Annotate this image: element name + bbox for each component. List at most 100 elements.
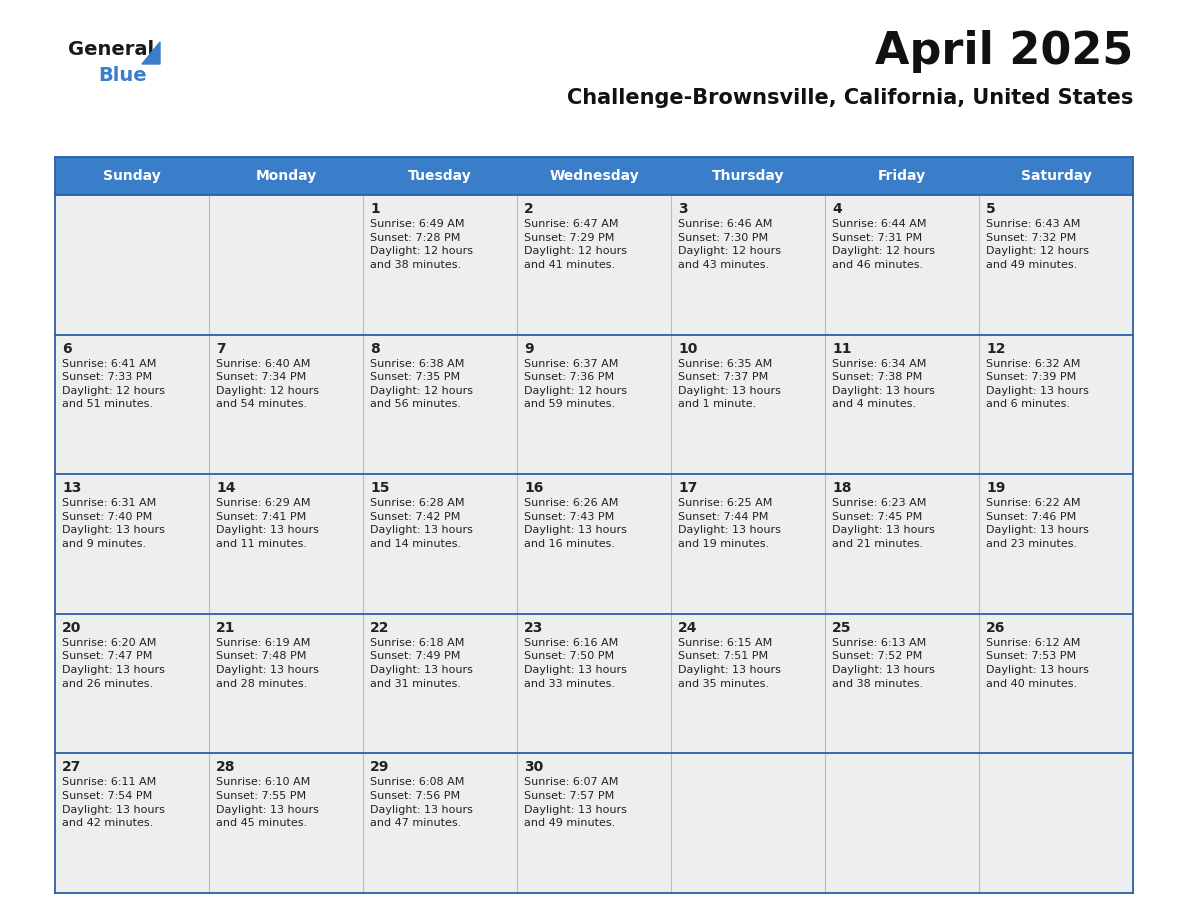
Text: Sunrise: 6:41 AM
Sunset: 7:33 PM
Daylight: 12 hours
and 51 minutes.: Sunrise: 6:41 AM Sunset: 7:33 PM Dayligh… bbox=[62, 359, 165, 409]
Bar bbox=[55, 614, 209, 754]
Text: 1: 1 bbox=[369, 202, 380, 216]
Text: Sunrise: 6:47 AM
Sunset: 7:29 PM
Daylight: 12 hours
and 41 minutes.: Sunrise: 6:47 AM Sunset: 7:29 PM Dayligh… bbox=[524, 219, 627, 270]
Text: Sunrise: 6:19 AM
Sunset: 7:48 PM
Daylight: 13 hours
and 28 minutes.: Sunrise: 6:19 AM Sunset: 7:48 PM Dayligh… bbox=[216, 638, 318, 688]
Text: 5: 5 bbox=[986, 202, 996, 216]
Bar bbox=[209, 334, 364, 475]
Text: 10: 10 bbox=[678, 341, 697, 355]
Bar bbox=[671, 754, 824, 893]
Bar bbox=[517, 754, 671, 893]
Text: 16: 16 bbox=[524, 481, 543, 495]
Text: 29: 29 bbox=[369, 760, 390, 775]
Text: Sunrise: 6:28 AM
Sunset: 7:42 PM
Daylight: 13 hours
and 14 minutes.: Sunrise: 6:28 AM Sunset: 7:42 PM Dayligh… bbox=[369, 498, 473, 549]
Bar bbox=[209, 475, 364, 614]
Text: 20: 20 bbox=[62, 621, 81, 635]
Bar bbox=[209, 754, 364, 893]
Text: 25: 25 bbox=[832, 621, 852, 635]
Bar bbox=[364, 195, 517, 334]
Text: 4: 4 bbox=[832, 202, 842, 216]
Text: Sunrise: 6:44 AM
Sunset: 7:31 PM
Daylight: 12 hours
and 46 minutes.: Sunrise: 6:44 AM Sunset: 7:31 PM Dayligh… bbox=[832, 219, 935, 270]
Text: 13: 13 bbox=[62, 481, 81, 495]
Text: Sunrise: 6:22 AM
Sunset: 7:46 PM
Daylight: 13 hours
and 23 minutes.: Sunrise: 6:22 AM Sunset: 7:46 PM Dayligh… bbox=[986, 498, 1089, 549]
Bar bbox=[979, 195, 1133, 334]
Text: Saturday: Saturday bbox=[1020, 169, 1092, 183]
Bar bbox=[517, 475, 671, 614]
Text: Challenge-Brownsville, California, United States: Challenge-Brownsville, California, Unite… bbox=[567, 88, 1133, 108]
Bar bbox=[209, 614, 364, 754]
Text: 17: 17 bbox=[678, 481, 697, 495]
Text: Sunrise: 6:08 AM
Sunset: 7:56 PM
Daylight: 13 hours
and 47 minutes.: Sunrise: 6:08 AM Sunset: 7:56 PM Dayligh… bbox=[369, 778, 473, 828]
Text: 24: 24 bbox=[678, 621, 697, 635]
Text: 11: 11 bbox=[832, 341, 852, 355]
Bar bbox=[364, 614, 517, 754]
Text: April 2025: April 2025 bbox=[874, 30, 1133, 73]
Bar bbox=[517, 195, 671, 334]
Text: Sunrise: 6:46 AM
Sunset: 7:30 PM
Daylight: 12 hours
and 43 minutes.: Sunrise: 6:46 AM Sunset: 7:30 PM Dayligh… bbox=[678, 219, 781, 270]
Text: Sunrise: 6:49 AM
Sunset: 7:28 PM
Daylight: 12 hours
and 38 minutes.: Sunrise: 6:49 AM Sunset: 7:28 PM Dayligh… bbox=[369, 219, 473, 270]
Text: Sunrise: 6:20 AM
Sunset: 7:47 PM
Daylight: 13 hours
and 26 minutes.: Sunrise: 6:20 AM Sunset: 7:47 PM Dayligh… bbox=[62, 638, 165, 688]
Text: Sunrise: 6:40 AM
Sunset: 7:34 PM
Daylight: 12 hours
and 54 minutes.: Sunrise: 6:40 AM Sunset: 7:34 PM Dayligh… bbox=[216, 359, 320, 409]
Bar bbox=[671, 475, 824, 614]
Text: 2: 2 bbox=[524, 202, 533, 216]
Text: 18: 18 bbox=[832, 481, 852, 495]
Text: 8: 8 bbox=[369, 341, 380, 355]
Text: 7: 7 bbox=[216, 341, 226, 355]
Text: Sunrise: 6:13 AM
Sunset: 7:52 PM
Daylight: 13 hours
and 38 minutes.: Sunrise: 6:13 AM Sunset: 7:52 PM Dayligh… bbox=[832, 638, 935, 688]
Text: Sunrise: 6:25 AM
Sunset: 7:44 PM
Daylight: 13 hours
and 19 minutes.: Sunrise: 6:25 AM Sunset: 7:44 PM Dayligh… bbox=[678, 498, 781, 549]
Bar bbox=[824, 475, 979, 614]
Text: 22: 22 bbox=[369, 621, 390, 635]
Bar bbox=[671, 334, 824, 475]
Bar bbox=[671, 614, 824, 754]
Text: Thursday: Thursday bbox=[712, 169, 784, 183]
Text: 19: 19 bbox=[986, 481, 1005, 495]
Bar bbox=[364, 475, 517, 614]
Text: Sunrise: 6:32 AM
Sunset: 7:39 PM
Daylight: 13 hours
and 6 minutes.: Sunrise: 6:32 AM Sunset: 7:39 PM Dayligh… bbox=[986, 359, 1089, 409]
Text: Tuesday: Tuesday bbox=[409, 169, 472, 183]
Text: Sunrise: 6:15 AM
Sunset: 7:51 PM
Daylight: 13 hours
and 35 minutes.: Sunrise: 6:15 AM Sunset: 7:51 PM Dayligh… bbox=[678, 638, 781, 688]
Text: General: General bbox=[68, 40, 154, 59]
Bar bbox=[979, 614, 1133, 754]
Text: 21: 21 bbox=[216, 621, 235, 635]
Text: Sunrise: 6:12 AM
Sunset: 7:53 PM
Daylight: 13 hours
and 40 minutes.: Sunrise: 6:12 AM Sunset: 7:53 PM Dayligh… bbox=[986, 638, 1089, 688]
Text: 12: 12 bbox=[986, 341, 1005, 355]
Bar bbox=[979, 475, 1133, 614]
Text: Sunrise: 6:26 AM
Sunset: 7:43 PM
Daylight: 13 hours
and 16 minutes.: Sunrise: 6:26 AM Sunset: 7:43 PM Dayligh… bbox=[524, 498, 627, 549]
Text: 9: 9 bbox=[524, 341, 533, 355]
Bar bbox=[364, 334, 517, 475]
Text: Sunrise: 6:07 AM
Sunset: 7:57 PM
Daylight: 13 hours
and 49 minutes.: Sunrise: 6:07 AM Sunset: 7:57 PM Dayligh… bbox=[524, 778, 627, 828]
Text: 3: 3 bbox=[678, 202, 688, 216]
Bar bbox=[979, 754, 1133, 893]
Text: Sunrise: 6:37 AM
Sunset: 7:36 PM
Daylight: 12 hours
and 59 minutes.: Sunrise: 6:37 AM Sunset: 7:36 PM Dayligh… bbox=[524, 359, 627, 409]
Text: 23: 23 bbox=[524, 621, 543, 635]
Bar bbox=[517, 614, 671, 754]
Polygon shape bbox=[143, 42, 160, 64]
Text: 15: 15 bbox=[369, 481, 390, 495]
Bar bbox=[55, 195, 209, 334]
Text: Blue: Blue bbox=[97, 66, 146, 85]
Text: Sunrise: 6:38 AM
Sunset: 7:35 PM
Daylight: 12 hours
and 56 minutes.: Sunrise: 6:38 AM Sunset: 7:35 PM Dayligh… bbox=[369, 359, 473, 409]
Text: 26: 26 bbox=[986, 621, 1005, 635]
Text: Sunrise: 6:23 AM
Sunset: 7:45 PM
Daylight: 13 hours
and 21 minutes.: Sunrise: 6:23 AM Sunset: 7:45 PM Dayligh… bbox=[832, 498, 935, 549]
Bar bbox=[824, 754, 979, 893]
Bar bbox=[55, 157, 1133, 195]
Text: 6: 6 bbox=[62, 341, 71, 355]
Text: Sunrise: 6:34 AM
Sunset: 7:38 PM
Daylight: 13 hours
and 4 minutes.: Sunrise: 6:34 AM Sunset: 7:38 PM Dayligh… bbox=[832, 359, 935, 409]
Text: Wednesday: Wednesday bbox=[549, 169, 639, 183]
Bar bbox=[824, 614, 979, 754]
Bar bbox=[55, 754, 209, 893]
Text: Sunrise: 6:18 AM
Sunset: 7:49 PM
Daylight: 13 hours
and 31 minutes.: Sunrise: 6:18 AM Sunset: 7:49 PM Dayligh… bbox=[369, 638, 473, 688]
Text: 28: 28 bbox=[216, 760, 235, 775]
Bar bbox=[209, 195, 364, 334]
Bar bbox=[517, 334, 671, 475]
Bar bbox=[364, 754, 517, 893]
Text: Sunrise: 6:35 AM
Sunset: 7:37 PM
Daylight: 13 hours
and 1 minute.: Sunrise: 6:35 AM Sunset: 7:37 PM Dayligh… bbox=[678, 359, 781, 409]
Bar bbox=[55, 475, 209, 614]
Bar bbox=[671, 195, 824, 334]
Text: 14: 14 bbox=[216, 481, 235, 495]
Text: Friday: Friday bbox=[878, 169, 927, 183]
Text: Sunrise: 6:11 AM
Sunset: 7:54 PM
Daylight: 13 hours
and 42 minutes.: Sunrise: 6:11 AM Sunset: 7:54 PM Dayligh… bbox=[62, 778, 165, 828]
Text: Monday: Monday bbox=[255, 169, 317, 183]
Text: 27: 27 bbox=[62, 760, 81, 775]
Text: Sunrise: 6:43 AM
Sunset: 7:32 PM
Daylight: 12 hours
and 49 minutes.: Sunrise: 6:43 AM Sunset: 7:32 PM Dayligh… bbox=[986, 219, 1089, 270]
Text: Sunrise: 6:10 AM
Sunset: 7:55 PM
Daylight: 13 hours
and 45 minutes.: Sunrise: 6:10 AM Sunset: 7:55 PM Dayligh… bbox=[216, 778, 318, 828]
Bar bbox=[55, 334, 209, 475]
